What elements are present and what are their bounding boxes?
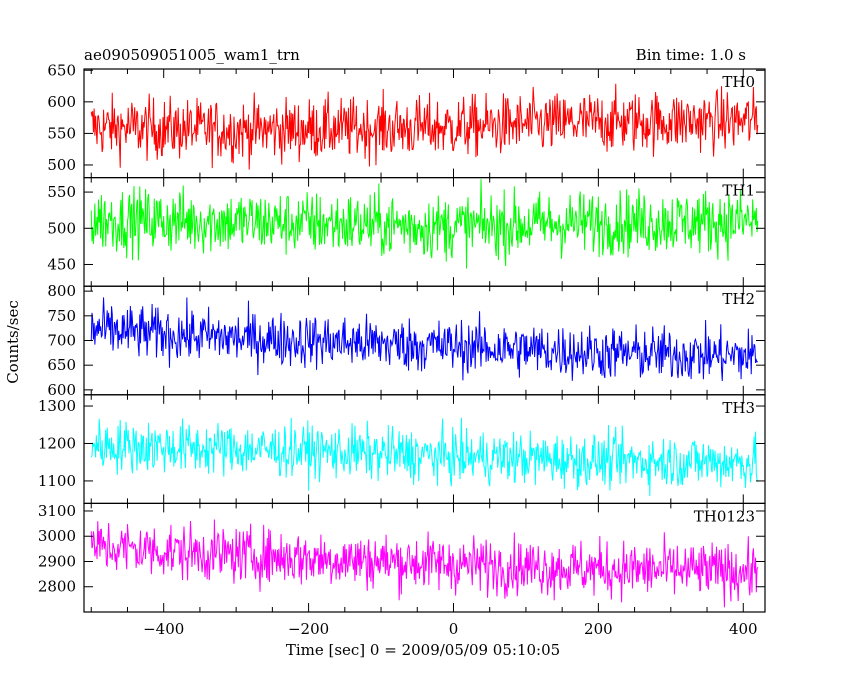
panel-th0: 500 550 600 650 TH0 (47, 61, 766, 179)
y-tick-label: 700 (47, 332, 76, 350)
series-line-th3 (90, 417, 759, 496)
y-tick-label: 650 (47, 61, 76, 79)
y-tick-label: 600 (47, 381, 76, 399)
series-line-th0123 (90, 519, 759, 608)
y-tick-label: 2900 (38, 552, 76, 570)
x-tick-label: 0 (449, 620, 459, 638)
y-tick-label: 550 (47, 124, 76, 142)
series-label-th3: TH3 (722, 399, 755, 417)
chart-title: ae090509051005_wam1_trn (84, 46, 300, 64)
y-axis-label: Counts/sec (4, 300, 22, 384)
x-tick-label: −200 (288, 620, 329, 638)
panel-frame (83, 502, 766, 613)
series-label-th0: TH0 (722, 73, 755, 91)
panels-group: 500 550 600 650 TH0 450 500 550 TH1 600 650 700 750 8… (38, 61, 766, 638)
y-tick-label: 1300 (38, 397, 76, 415)
panel-th3: 1100 1200 1300 TH3 (38, 394, 766, 504)
y-tick-label: 650 (47, 356, 76, 374)
y-tick-label: 800 (47, 282, 76, 300)
series-line-th1 (90, 179, 759, 269)
series-line-th0 (90, 83, 759, 170)
x-tick-label: 200 (584, 620, 613, 638)
y-tick-label: 3000 (38, 527, 76, 545)
y-tick-label: 550 (47, 183, 76, 201)
y-tick-label: 1100 (38, 472, 76, 490)
y-tick-label: 450 (47, 255, 76, 273)
series-label-th0123: TH0123 (694, 507, 755, 525)
x-tick-label: −400 (143, 620, 184, 638)
x-tick-label: 400 (729, 620, 758, 638)
series-line-th2 (90, 297, 759, 381)
y-tick-label: 500 (47, 219, 76, 237)
y-tick-label: 600 (47, 93, 76, 111)
x-axis-label: Time [sec] 0 = 2009/05/09 05:10:05 (286, 641, 560, 659)
y-tick-label: 750 (47, 307, 76, 325)
panel-th0123: 2800 2900 3000 3100 TH0123 (38, 502, 766, 613)
y-tick-label: 3100 (38, 502, 76, 520)
series-label-th1: TH1 (722, 182, 755, 200)
y-tick-label: 2800 (38, 578, 76, 596)
panel-th2: 600 650 700 750 800 TH2 (47, 282, 766, 399)
y-tick-label: 1200 (38, 434, 76, 452)
y-tick-label: 500 (47, 156, 76, 174)
series-label-th2: TH2 (722, 290, 755, 308)
panel-th1: 450 500 550 TH1 (47, 177, 766, 287)
bin-time-label: Bin time: 1.0 s (636, 46, 746, 64)
